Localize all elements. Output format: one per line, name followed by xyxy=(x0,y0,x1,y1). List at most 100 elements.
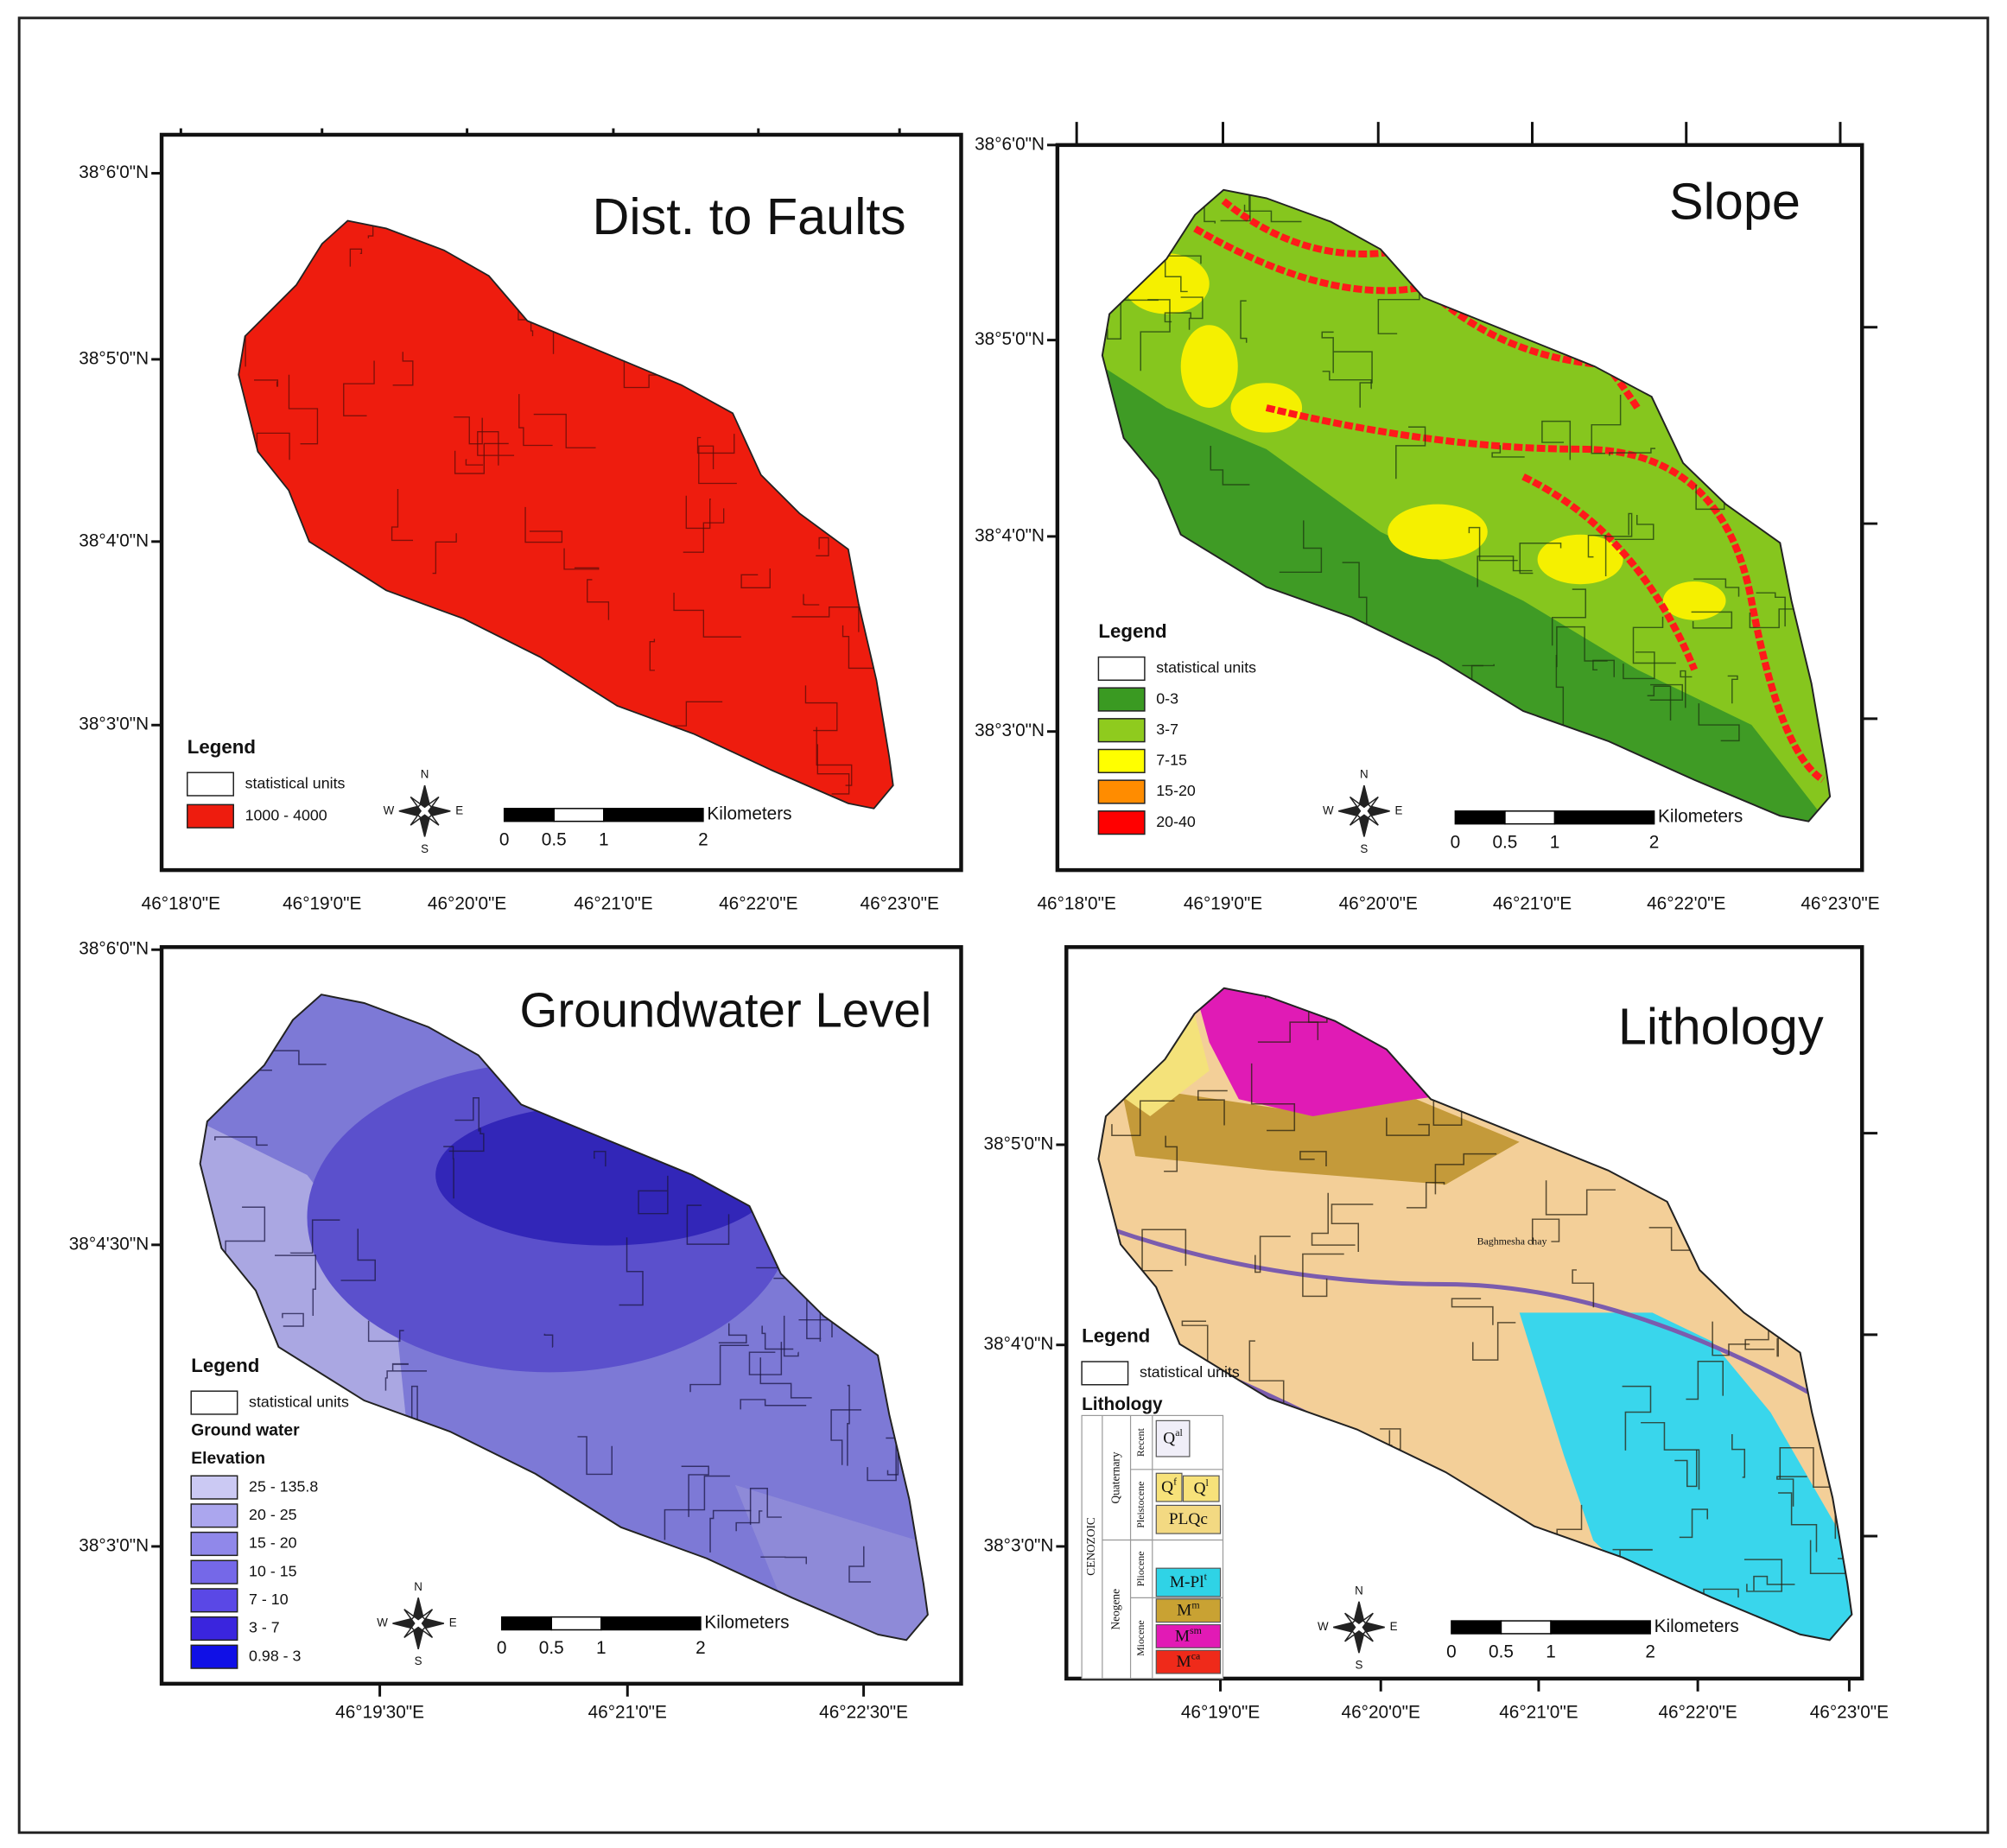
scale-label: 0.5 xyxy=(1489,1642,1514,1662)
unit-boundary xyxy=(735,1510,763,1532)
unit-base: M xyxy=(1177,1602,1191,1620)
lat-label: 38°3'0"N xyxy=(79,714,149,734)
legend-label: 0.98 - 3 xyxy=(249,1647,301,1664)
unit-boundary xyxy=(816,727,853,786)
lith-brown xyxy=(1121,1084,1520,1185)
unit-boundary xyxy=(1243,204,1302,223)
compass-ring xyxy=(1350,1618,1368,1636)
scale-label: 1 xyxy=(596,1638,607,1658)
unit-boundary xyxy=(465,459,484,466)
unit-boundary xyxy=(477,431,515,466)
unit-boundary xyxy=(594,1151,607,1167)
unit-boundary xyxy=(391,488,414,542)
unit-boundary xyxy=(359,220,374,238)
legend-label: 3 - 7 xyxy=(249,1619,280,1636)
lat-label: 38°6'0"N xyxy=(975,134,1045,154)
legend-label: statistical units xyxy=(1156,659,1256,676)
unit-boundary xyxy=(1311,1192,1356,1246)
scale-segment xyxy=(603,808,704,822)
compass-letter: S xyxy=(1360,842,1368,855)
unit-boundary xyxy=(1321,331,1334,373)
scale-label: 2 xyxy=(1645,1642,1655,1662)
lon-label: 46°21'0"E xyxy=(588,1703,667,1723)
legend-label: 10 - 15 xyxy=(249,1562,297,1579)
unit-boundary xyxy=(1609,448,1656,456)
slope-low xyxy=(1102,366,1831,822)
scale-label: 0 xyxy=(497,1638,507,1658)
compass-star-diag xyxy=(1344,1612,1374,1642)
unit-boundary xyxy=(1395,426,1426,479)
lon-label: 46°20'0"E xyxy=(1342,1703,1420,1723)
lat-label: 38°4'0"N xyxy=(984,1334,1054,1354)
legend-swatch xyxy=(1097,779,1146,804)
unit-boundary xyxy=(518,394,553,447)
legend-swatch xyxy=(190,1588,238,1613)
legend-label: 15 - 20 xyxy=(249,1534,297,1552)
scale-label: 1 xyxy=(599,829,609,849)
lat-label: 38°3'0"N xyxy=(984,1535,1054,1555)
unit-boundary xyxy=(816,744,850,795)
unit-boundary xyxy=(1591,394,1622,454)
scale-segment xyxy=(600,1616,702,1631)
unit-boundary xyxy=(1434,1153,1497,1195)
unit-sup: sm xyxy=(1190,1624,1203,1636)
unit-boundary xyxy=(563,548,600,570)
unit-boundary xyxy=(623,356,664,389)
period-label: Neogene xyxy=(1108,1589,1121,1630)
unit-boundary xyxy=(254,379,279,387)
unit-boundary xyxy=(1140,299,1171,372)
panel-title: Groundwater Level xyxy=(519,982,931,1037)
compass-letter: N xyxy=(414,1580,422,1593)
unit-boundary xyxy=(454,442,509,474)
unit-boundary xyxy=(1181,1320,1209,1362)
unit-boundary xyxy=(1210,446,1250,486)
unit-boundary xyxy=(686,1204,730,1245)
lon-label: 46°19'0"E xyxy=(283,894,361,914)
scale-segment xyxy=(503,808,555,822)
unit-boundary xyxy=(1107,299,1159,340)
unit-boundary xyxy=(448,1127,485,1153)
unit-boundary xyxy=(282,1312,304,1327)
slope-steep xyxy=(1265,404,1826,784)
unit-boundary xyxy=(288,374,319,445)
unit-boundary xyxy=(1322,371,1372,390)
unit-boundary xyxy=(1180,296,1204,330)
slope-mid xyxy=(1180,325,1238,408)
watershed-outline xyxy=(1101,188,1832,822)
unit-sup: ca xyxy=(1191,1649,1201,1661)
lon-label: 46°23'0"E xyxy=(1810,1703,1889,1723)
unit-label: PLQc xyxy=(1169,1511,1208,1529)
unit-boundary xyxy=(443,1146,454,1199)
unit-boundary xyxy=(1380,1428,1401,1450)
compass-letter: E xyxy=(1395,803,1403,816)
scale-label: 1 xyxy=(1546,1642,1556,1662)
lat-label: 38°6'0"N xyxy=(79,162,149,182)
unit-label: Ql xyxy=(1194,1476,1210,1498)
map xyxy=(1101,188,1832,822)
compass-letter: W xyxy=(1318,1620,1329,1633)
unit-boundary xyxy=(1614,514,1655,541)
unit-boundary xyxy=(847,1384,850,1466)
legend-label: 20 - 25 xyxy=(249,1506,297,1523)
compass-star-diag xyxy=(410,796,440,826)
compass-letter: S xyxy=(421,842,429,855)
legend-swatch xyxy=(190,1644,238,1669)
unit-sup: m xyxy=(1191,1598,1200,1610)
unit-boundary xyxy=(1712,1321,1750,1356)
legend-group-title: Ground water xyxy=(191,1421,300,1439)
compass-letter: N xyxy=(1355,1584,1363,1597)
compass-star-diag xyxy=(1349,796,1379,826)
unit-boundary xyxy=(1477,556,1533,587)
scale-segment xyxy=(1454,810,1506,825)
legend-label: statistical units xyxy=(1140,1363,1240,1381)
legend-swatch xyxy=(1097,718,1146,743)
unit-boundary xyxy=(1451,1298,1494,1325)
unit-boundary xyxy=(830,1409,861,1465)
unit-boundary xyxy=(1545,1180,1616,1216)
unit-boundary xyxy=(685,495,711,530)
scale-unit: Kilometers xyxy=(1655,1616,1739,1636)
slope-mid xyxy=(1388,504,1488,560)
unit-boundary xyxy=(673,593,741,638)
scale-label: 0.5 xyxy=(1492,832,1517,852)
gw-light xyxy=(200,1118,408,1429)
